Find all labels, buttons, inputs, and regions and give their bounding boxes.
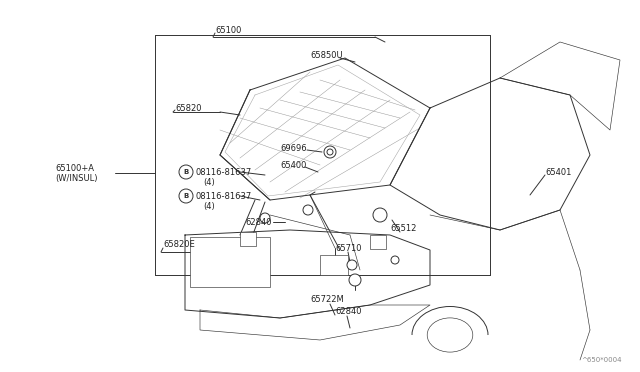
Polygon shape <box>200 305 430 340</box>
Circle shape <box>260 213 270 223</box>
Bar <box>320 255 348 275</box>
Text: 65820: 65820 <box>175 103 202 112</box>
Text: 65401: 65401 <box>545 167 572 176</box>
Polygon shape <box>500 42 620 130</box>
Text: 08116-81637: 08116-81637 <box>196 192 252 201</box>
Circle shape <box>303 205 313 215</box>
Polygon shape <box>220 58 430 200</box>
Circle shape <box>347 260 357 270</box>
Text: 08116-81637: 08116-81637 <box>196 167 252 176</box>
Text: (4): (4) <box>203 177 215 186</box>
Text: 69696: 69696 <box>280 144 307 153</box>
Text: 65722M: 65722M <box>310 295 344 305</box>
Text: 62840: 62840 <box>335 308 362 317</box>
Circle shape <box>373 208 387 222</box>
Circle shape <box>349 274 361 286</box>
Circle shape <box>324 146 336 158</box>
Bar <box>370 235 386 249</box>
Text: 65820E: 65820E <box>163 240 195 248</box>
Text: ^650*0004: ^650*0004 <box>582 357 622 363</box>
Text: 65100+A: 65100+A <box>55 164 94 173</box>
Circle shape <box>327 149 333 155</box>
Text: 65400: 65400 <box>280 160 307 170</box>
Text: 62840: 62840 <box>245 218 271 227</box>
Circle shape <box>374 209 386 221</box>
Text: 65100: 65100 <box>215 26 241 35</box>
Text: B: B <box>184 193 189 199</box>
Circle shape <box>391 256 399 264</box>
Bar <box>240 232 256 246</box>
Text: B: B <box>184 169 189 175</box>
Text: (W/INSUL): (W/INSUL) <box>55 173 97 183</box>
Text: 65850U: 65850U <box>310 51 342 60</box>
Bar <box>190 237 270 287</box>
Polygon shape <box>390 78 590 230</box>
Text: (4): (4) <box>203 202 215 211</box>
Text: 65710: 65710 <box>335 244 362 253</box>
Polygon shape <box>185 230 430 318</box>
Text: 65512: 65512 <box>390 224 417 232</box>
